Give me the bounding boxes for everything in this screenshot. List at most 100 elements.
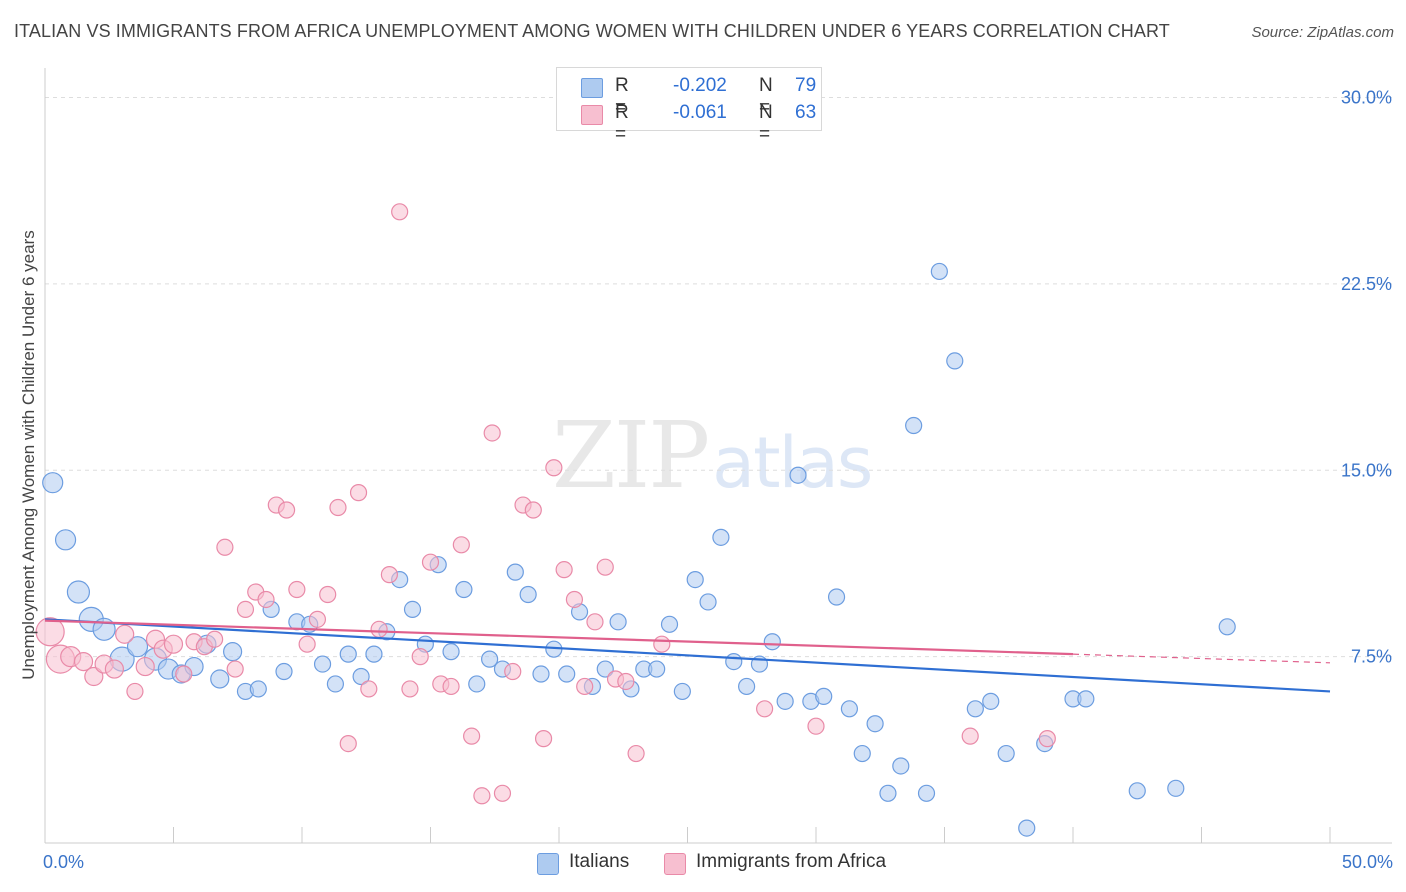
y-axis-title: Unemployment Among Women with Children U…: [19, 230, 38, 679]
africa-point: [126, 682, 144, 701]
africa-point: [84, 666, 104, 687]
africa-point: [339, 734, 357, 753]
italians-point: [1167, 779, 1185, 797]
africa-point: [545, 459, 563, 477]
italians-point: [673, 682, 691, 701]
italians-point: [1077, 690, 1095, 708]
africa-point: [163, 634, 184, 654]
africa-point: [329, 498, 347, 517]
africa-point: [175, 665, 193, 683]
africa-point: [555, 561, 573, 579]
italians-point: [126, 636, 149, 658]
africa-trend-extension: [1072, 653, 1331, 664]
italians-point: [917, 784, 936, 802]
italians-point: [879, 784, 897, 802]
italians-point: [609, 613, 627, 631]
africa-point: [349, 484, 368, 502]
italians-point: [532, 665, 550, 683]
italians-point: [946, 352, 964, 370]
africa-point: [257, 590, 275, 609]
africa-point: [576, 677, 594, 696]
watermark-zip: ZIP: [552, 402, 710, 509]
italians-point: [712, 528, 730, 546]
africa-point: [391, 203, 409, 221]
italians-point: [840, 700, 859, 718]
y-tick-label: 7.5%: [1351, 647, 1392, 667]
africa-point: [421, 553, 440, 571]
africa-point: [961, 727, 979, 745]
africa-point: [617, 672, 635, 691]
x-tick-label: 0.0%: [43, 852, 84, 872]
italians-point: [648, 660, 666, 678]
africa-point: [442, 677, 460, 696]
italians-point: [699, 593, 717, 611]
italians-point: [352, 667, 370, 686]
italians-trend-line: [44, 618, 1331, 693]
italians-point: [763, 633, 781, 651]
italians-point: [326, 675, 345, 693]
italians-point: [660, 615, 679, 633]
italians-point: [403, 600, 422, 619]
africa-point: [216, 538, 234, 556]
italians-point: [223, 642, 243, 662]
italians-point: [866, 715, 884, 733]
italians-point: [442, 643, 460, 661]
africa-point: [35, 617, 65, 647]
trend-lines: [44, 618, 1331, 693]
italians-point: [827, 588, 846, 606]
africa-point: [135, 656, 155, 677]
africa-point: [236, 600, 255, 619]
africa-point: [319, 585, 337, 604]
italians-point: [997, 744, 1015, 763]
italians-legend-swatch: [537, 853, 559, 875]
italians-n-label: N =: [759, 75, 773, 118]
italians-point: [365, 645, 383, 663]
africa-point: [755, 700, 774, 718]
italians-r-label: R =: [615, 75, 629, 118]
italians-point: [210, 669, 230, 689]
italians-point: [686, 570, 704, 589]
italians-point: [455, 580, 473, 599]
italians-point: [339, 645, 357, 663]
italians-point: [506, 563, 524, 581]
y-tick-label: 15.0%: [1341, 460, 1392, 480]
africa-legend-swatch: [664, 853, 686, 875]
africa-point: [401, 680, 419, 698]
africa-n-label: N =: [759, 102, 773, 145]
italians-n-value: 79: [795, 75, 817, 96]
italians-point: [1018, 819, 1036, 837]
italians-legend-label: Italians: [569, 851, 630, 872]
italians-point: [982, 692, 1000, 710]
africa-trend-line: [44, 619, 1074, 656]
africa-point: [653, 635, 671, 653]
italians-point: [481, 650, 499, 668]
africa-point: [370, 620, 388, 638]
africa-point: [380, 566, 398, 584]
italians-point: [892, 757, 910, 775]
africa-point: [73, 651, 94, 672]
africa-point: [288, 580, 306, 599]
italians-r-value: -0.202: [673, 75, 727, 96]
watermark: ZIPatlas: [552, 402, 873, 509]
africa-point: [524, 501, 542, 519]
italians-point: [738, 677, 756, 696]
italians-point: [249, 680, 267, 698]
y-tick-label: 30.0%: [1341, 88, 1392, 108]
africa-point: [627, 744, 645, 763]
africa-point: [452, 536, 470, 554]
italians-points: [42, 262, 1236, 837]
africa-point: [1038, 730, 1056, 748]
correlation-legend: R = -0.202 N = 79 R = -0.061 N = 63: [556, 67, 822, 145]
italians-point: [313, 655, 332, 673]
africa-point: [411, 648, 429, 666]
africa-point: [596, 558, 614, 576]
africa-point: [586, 613, 604, 631]
italians-point: [42, 472, 64, 494]
africa-point: [360, 680, 378, 698]
africa-legend-label: Immigrants from Africa: [696, 851, 887, 872]
africa-r-label: R =: [615, 102, 629, 145]
africa-n-value: 63: [795, 102, 817, 123]
italians-point: [725, 652, 743, 671]
africa-point: [463, 727, 481, 745]
